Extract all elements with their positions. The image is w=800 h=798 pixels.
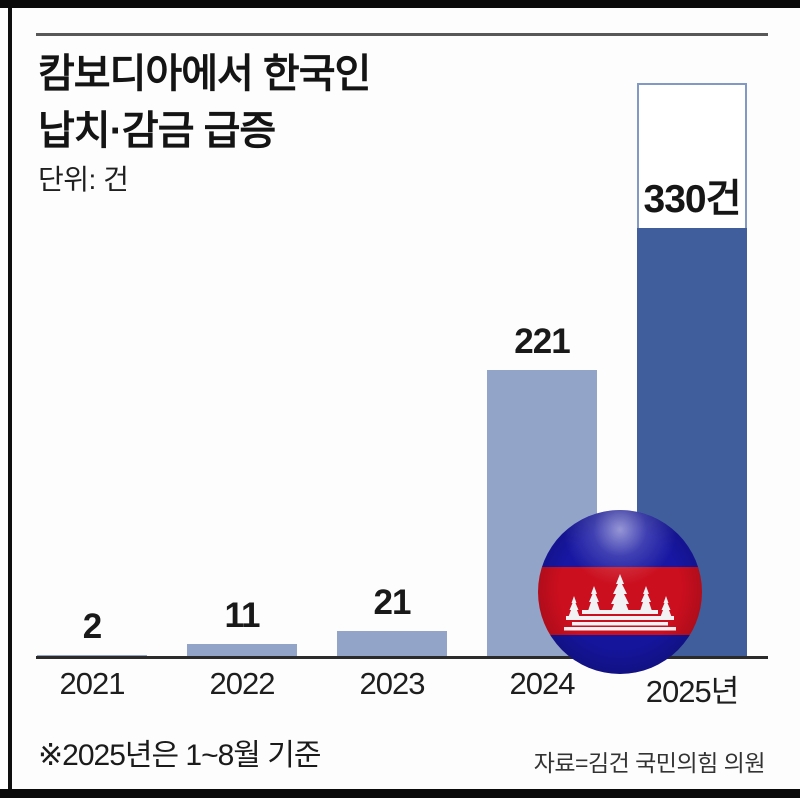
x-axis-line [36, 656, 768, 659]
bar-value-label-2022: 11 [224, 596, 261, 635]
bottom-border [0, 789, 800, 798]
projection-box: 330건 [637, 83, 747, 228]
bar-2022 [187, 644, 297, 658]
bar-value-label-2023: 21 [373, 583, 412, 622]
cambodia-flag-ball-icon [538, 510, 702, 674]
bar-value-label-2021: 2 [82, 607, 102, 646]
bar-value-label-2024: 221 [514, 322, 570, 361]
ball-gloss-highlight [538, 510, 702, 674]
x-axis-label-2025년: 2025년 [645, 674, 739, 709]
header-rule [36, 33, 768, 36]
x-axis-label-2023: 2023 [359, 666, 426, 701]
x-axis-label-2022: 2022 [209, 666, 276, 701]
title-line-1: 캄보디아에서 한국인 [38, 52, 371, 96]
source-credit: 자료=김건 국민의힘 의원 [533, 750, 766, 776]
left-border [8, 8, 12, 798]
bar-2023 [337, 631, 447, 658]
footnote: ※2025년은 1~8월 기준 [38, 739, 321, 772]
title-line-2: 납치·감금 급증 [38, 109, 276, 153]
unit-label: 단위: 건 [38, 164, 129, 195]
x-axis-label-2021: 2021 [59, 666, 126, 701]
top-border [0, 0, 800, 8]
page-title: 캄보디아에서 한국인 납치·감금 급증 [38, 46, 371, 160]
bar-value-label-2025년: 330건 [643, 178, 742, 221]
